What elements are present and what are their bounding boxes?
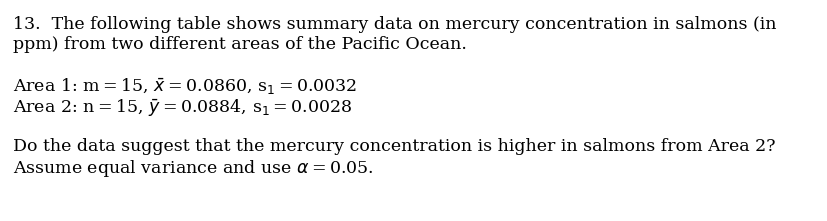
- Text: ppm) from two different areas of the Pacific Ocean.: ppm) from two different areas of the Pac…: [13, 36, 467, 53]
- Text: Do the data suggest that the mercury concentration is higher in salmons from Are: Do the data suggest that the mercury con…: [13, 138, 776, 155]
- Text: Area 2: n = 15, $\bar{y}$ = 0.0884, s$_1$ = 0.0028: Area 2: n = 15, $\bar{y}$ = 0.0884, s$_1…: [13, 97, 352, 118]
- Text: Area 1: m = 15, $\bar{x}$ = 0.0860, s$_1$ = 0.0032: Area 1: m = 15, $\bar{x}$ = 0.0860, s$_1…: [13, 76, 357, 97]
- Text: 13.  The following table shows summary data on mercury concentration in salmons : 13. The following table shows summary da…: [13, 16, 777, 33]
- Text: Assume equal variance and use $\alpha$ = 0.05.: Assume equal variance and use $\alpha$ =…: [13, 158, 374, 179]
